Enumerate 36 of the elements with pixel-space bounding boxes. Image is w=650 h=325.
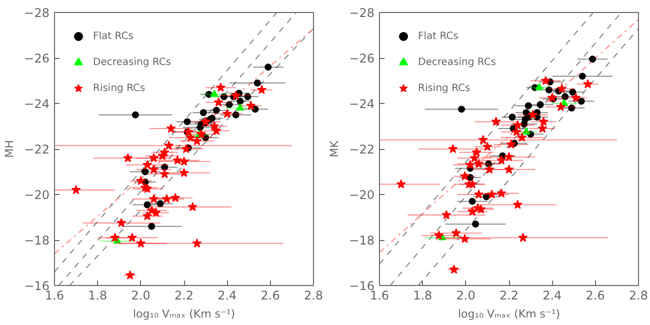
y-tick-label: −28	[24, 6, 50, 20]
x-tick-label: 2.2	[499, 288, 519, 302]
x-tick-label: 1.8	[88, 288, 108, 302]
y-tick-label: −26	[24, 52, 50, 66]
x-tick-label: 2.0	[456, 288, 476, 302]
x-tick-label: 2.4	[542, 288, 562, 302]
x-tick-label: 1.6	[44, 288, 64, 302]
y-tick-label: −24	[349, 97, 375, 111]
x-tick-label: 2.2	[174, 288, 194, 302]
y-tick-label: −22	[24, 142, 50, 156]
x-tick-label: 2.0	[131, 288, 150, 302]
y-tick-label: −24	[24, 97, 50, 111]
legend-label: Decreasing RCs	[93, 56, 172, 68]
legend-label: Rising RCs	[418, 82, 470, 94]
legend-label: Flat RCs	[418, 30, 458, 42]
y-axis-title: MK	[328, 140, 342, 158]
x-tick-label: 1.6	[370, 288, 390, 302]
x-tick-label: 2.4	[218, 288, 237, 302]
x-axis-title: log₁₀ Vₘₐₓ (Km s⁻¹)	[132, 308, 236, 320]
x-tick-label: 2.8	[304, 288, 324, 302]
x-tick-label: 1.8	[413, 288, 432, 302]
y-tick-label: −22	[349, 142, 375, 156]
x-tick-label: 2.6	[260, 288, 280, 302]
legend-label: Rising RCs	[93, 82, 146, 94]
y-axis-title: MH	[3, 140, 16, 158]
y-tick-label: −26	[349, 52, 375, 66]
y-tick-label: −20	[349, 188, 375, 202]
x-tick-label: 2.8	[628, 288, 648, 302]
y-tick-label: −20	[24, 188, 50, 202]
x-tick-label: 2.6	[586, 288, 605, 302]
x-axis-title: log₁₀ Vₘₐₓ (Km s⁻¹)	[458, 308, 560, 320]
y-tick-label: −28	[349, 6, 375, 20]
legend-label: Decreasing RCs	[418, 56, 496, 68]
y-tick-label: −18	[349, 234, 375, 248]
y-tick-label: −18	[24, 234, 50, 248]
legend-label: Flat RCs	[93, 30, 134, 42]
